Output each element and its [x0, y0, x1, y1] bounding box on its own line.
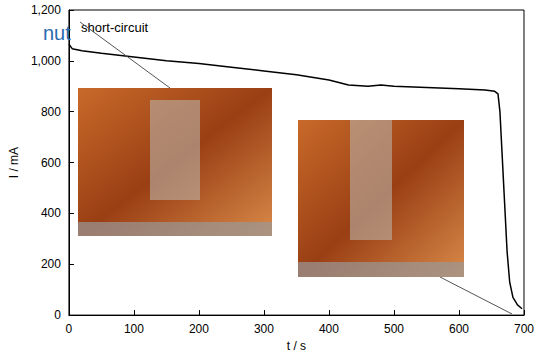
- svg-text:200: 200: [189, 322, 209, 336]
- svg-text:0: 0: [66, 322, 73, 336]
- svg-text:400: 400: [41, 206, 61, 220]
- svg-text:800: 800: [41, 105, 61, 119]
- svg-text:short-circuit: short-circuit: [81, 20, 149, 35]
- svg-text:t / s: t / s: [287, 339, 306, 353]
- svg-text:600: 600: [41, 156, 61, 170]
- svg-text:400: 400: [319, 322, 339, 336]
- svg-text:700: 700: [514, 322, 534, 336]
- svg-text:600: 600: [449, 322, 469, 336]
- svg-text:I / mA: I / mA: [7, 147, 21, 178]
- svg-text:0: 0: [54, 308, 61, 322]
- svg-text:300: 300: [254, 322, 274, 336]
- svg-text:500: 500: [384, 322, 404, 336]
- svg-text:200: 200: [41, 257, 61, 271]
- svg-text:100: 100: [124, 322, 144, 336]
- svg-text:nut: nut: [43, 22, 71, 44]
- svg-text:1,200: 1,200: [31, 3, 61, 17]
- svg-text:1,000: 1,000: [31, 54, 61, 68]
